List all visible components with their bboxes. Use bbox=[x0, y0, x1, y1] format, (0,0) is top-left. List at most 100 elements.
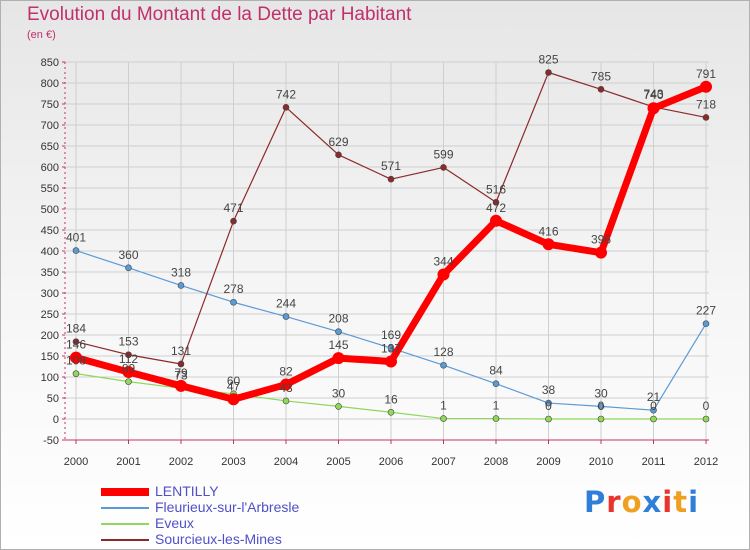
data-point bbox=[72, 370, 80, 377]
x-tick-label: 2008 bbox=[484, 456, 508, 468]
x-tick-label: 2009 bbox=[536, 456, 560, 468]
x-tick-label: 2006 bbox=[379, 456, 403, 468]
logo-letter: r bbox=[606, 485, 622, 519]
x-tick-label: 2007 bbox=[431, 456, 455, 468]
x-tick-label: 2003 bbox=[221, 456, 245, 468]
y-tick-label: 100 bbox=[41, 372, 59, 384]
x-tick-label: 2005 bbox=[326, 456, 350, 468]
data-label: 1 bbox=[493, 399, 500, 413]
y-tick-label: 150 bbox=[41, 351, 59, 363]
data-point bbox=[280, 378, 292, 391]
data-point bbox=[335, 151, 342, 159]
data-label: 60 bbox=[227, 374, 241, 388]
data-point bbox=[647, 102, 660, 115]
data-label: 146 bbox=[66, 338, 86, 352]
data-point bbox=[332, 352, 345, 365]
data-point bbox=[440, 164, 447, 171]
data-label: 471 bbox=[223, 201, 243, 215]
y-tick-label: 650 bbox=[41, 141, 59, 153]
data-label: 0 bbox=[650, 399, 657, 413]
data-label: 396 bbox=[591, 233, 611, 247]
data-label: 825 bbox=[538, 53, 558, 67]
data-point bbox=[595, 246, 607, 259]
y-tick-label: 250 bbox=[41, 309, 59, 321]
data-point bbox=[597, 403, 605, 410]
data-point bbox=[230, 217, 237, 225]
y-tick-label: 600 bbox=[41, 162, 59, 174]
data-label: 169 bbox=[381, 328, 401, 342]
y-tick-label: 800 bbox=[41, 78, 59, 90]
data-point bbox=[335, 328, 342, 335]
data-label: 516 bbox=[486, 182, 506, 196]
data-point bbox=[125, 264, 132, 272]
chart-subtitle: (en €) bbox=[27, 29, 56, 41]
data-label: 742 bbox=[276, 87, 296, 101]
series-lines bbox=[70, 69, 712, 423]
y-tick-label: 0 bbox=[53, 414, 59, 426]
x-axis-ticks: 2000 2001 2002 2003 2004 2005 2006 2007 2008 2009… bbox=[64, 440, 718, 468]
legend-swatch bbox=[101, 523, 149, 525]
y-tick-label: 50 bbox=[47, 393, 59, 405]
data-label: 344 bbox=[433, 255, 453, 269]
data-point bbox=[282, 313, 290, 320]
data-label: 244 bbox=[276, 297, 296, 311]
data-point bbox=[650, 415, 657, 423]
data-point bbox=[387, 344, 395, 352]
data-point bbox=[335, 403, 342, 410]
data-point bbox=[70, 351, 82, 364]
data-label: 145 bbox=[328, 338, 348, 352]
data-label: 1 bbox=[440, 399, 447, 413]
proxiti-logo: Proxiti bbox=[584, 485, 699, 519]
data-label: 740 bbox=[643, 88, 663, 102]
data-point bbox=[545, 69, 552, 76]
y-tick-label: 450 bbox=[41, 225, 59, 237]
data-label: 79 bbox=[174, 366, 188, 380]
data-point bbox=[597, 86, 605, 93]
data-label: 84 bbox=[489, 364, 503, 378]
y-tick-label: 350 bbox=[41, 267, 59, 279]
data-label: 153 bbox=[118, 335, 138, 349]
data-point bbox=[282, 104, 290, 111]
data-label: 791 bbox=[696, 67, 716, 81]
data-label: 131 bbox=[171, 344, 191, 358]
data-label: 30 bbox=[332, 386, 346, 400]
legend-label: Eveux bbox=[155, 515, 194, 531]
data-label: 137 bbox=[381, 341, 401, 355]
y-tick-label: 850 bbox=[41, 57, 59, 69]
logo-letter: P bbox=[584, 485, 607, 519]
data-point bbox=[122, 365, 135, 378]
data-label: 112 bbox=[119, 352, 138, 366]
data-label: 360 bbox=[118, 248, 138, 262]
data-point bbox=[385, 355, 397, 368]
logo-letter: t bbox=[673, 485, 689, 519]
x-tick-label: 2002 bbox=[169, 456, 193, 468]
data-point bbox=[702, 415, 710, 423]
data-label: 416 bbox=[538, 224, 558, 238]
logo-letter: i bbox=[688, 485, 700, 519]
y-tick-label: 200 bbox=[41, 330, 59, 342]
y-tick-label: -50 bbox=[43, 435, 59, 447]
data-point bbox=[387, 175, 395, 183]
logo-letter: x bbox=[642, 485, 663, 519]
data-label: 89 bbox=[122, 362, 136, 376]
data-point bbox=[490, 214, 502, 227]
data-point bbox=[702, 114, 710, 121]
legend-label: Fleurieux-sur-l'Arbresle bbox=[155, 499, 300, 515]
data-label: 38 bbox=[542, 383, 556, 397]
data-label: 73 bbox=[174, 368, 188, 382]
x-tick-label: 2012 bbox=[694, 456, 718, 468]
logo-letter: o bbox=[621, 485, 643, 519]
data-label: 571 bbox=[381, 159, 401, 173]
data-label: 318 bbox=[171, 265, 191, 279]
data-point bbox=[175, 379, 187, 392]
data-point bbox=[542, 238, 555, 251]
x-tick-label: 2010 bbox=[589, 456, 613, 468]
data-point bbox=[440, 415, 447, 422]
data-label: 227 bbox=[696, 304, 716, 318]
legend-label: Sourcieux-les-Mines bbox=[155, 531, 282, 547]
data-point bbox=[492, 380, 500, 388]
data-label: 472 bbox=[486, 201, 506, 215]
chart-title: Evolution du Montant de la Dette par Hab… bbox=[27, 4, 412, 25]
y-tick-label: 400 bbox=[41, 246, 59, 258]
